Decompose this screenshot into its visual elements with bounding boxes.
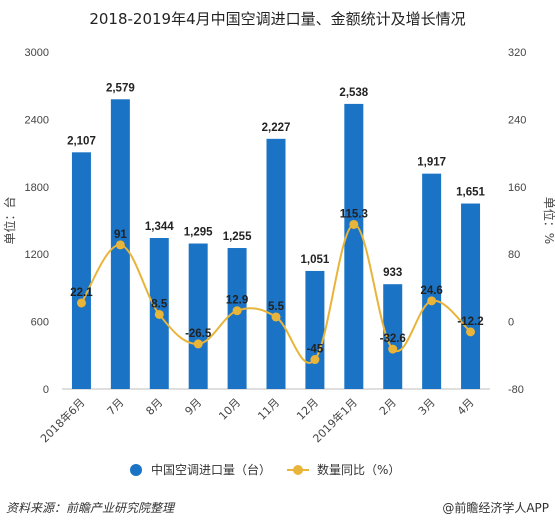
line-value-label: -32.6 bbox=[380, 333, 406, 345]
bar bbox=[344, 103, 364, 389]
y-left-tick-label: 1200 bbox=[25, 249, 49, 261]
x-tick-label: 12月 bbox=[294, 396, 321, 423]
legend-bar-label: 中国空调进口量（台） bbox=[151, 462, 271, 477]
bar-value-label: 1,051 bbox=[301, 254, 330, 266]
source-note: 资料来源：前瞻产业研究院整理 bbox=[6, 501, 175, 515]
x-tick-label: 9月 bbox=[182, 396, 204, 418]
y-right-tick-label: 0 bbox=[508, 317, 514, 329]
bar-value-label: 2,227 bbox=[262, 122, 291, 134]
line-point bbox=[427, 296, 437, 306]
x-tick-label: 11月 bbox=[255, 396, 282, 423]
y-left-tick-label: 2400 bbox=[25, 114, 49, 126]
line-value-label: -12.2 bbox=[457, 316, 483, 328]
y-right-axis-title: 单位：% bbox=[542, 197, 555, 244]
line-point bbox=[154, 309, 164, 319]
bar-value-label: 1,295 bbox=[184, 227, 213, 239]
legend-line-label: 数量同比（%） bbox=[317, 462, 400, 477]
y-right-tick-label: 240 bbox=[508, 114, 526, 126]
bar-value-label: 1,344 bbox=[145, 221, 174, 233]
bar bbox=[71, 152, 91, 389]
bar bbox=[188, 243, 208, 389]
bar bbox=[227, 248, 247, 389]
line-value-label: -45 bbox=[307, 344, 324, 356]
bar-value-label: 2,579 bbox=[106, 82, 135, 94]
bar-value-label: 1,651 bbox=[456, 187, 485, 199]
y-right-tick-label: 160 bbox=[508, 182, 526, 194]
x-tick-label: 8月 bbox=[143, 396, 165, 418]
line-point bbox=[115, 240, 125, 250]
x-tick-label: 2月 bbox=[377, 396, 399, 418]
brand-note: @前瞻经济学人APP bbox=[442, 501, 549, 515]
y-right-tick-label: 80 bbox=[508, 249, 520, 261]
x-tick-label: 10月 bbox=[216, 396, 243, 423]
x-tick-label: 3月 bbox=[416, 396, 438, 418]
legend: 中国空调进口量（台） 数量同比（%） bbox=[130, 462, 400, 477]
line-point bbox=[193, 339, 203, 349]
legend-bar-marker bbox=[130, 464, 142, 476]
bar-value-label: 2,107 bbox=[67, 135, 96, 147]
bar bbox=[305, 270, 325, 389]
line-point bbox=[76, 298, 86, 308]
line-value-label: 8.5 bbox=[151, 298, 168, 310]
legend-line-marker bbox=[293, 465, 303, 475]
y-left-tick-label: 3000 bbox=[25, 47, 49, 59]
bar bbox=[422, 173, 442, 389]
y-left-axis-title: 单位：台 bbox=[2, 196, 17, 244]
bar bbox=[266, 138, 286, 389]
data-labels: 2,107 2,579 1,344 1,295 1,255 2,227 1,051 2,538… bbox=[67, 82, 485, 355]
x-tick-label: 4月 bbox=[455, 396, 477, 418]
bar bbox=[383, 284, 403, 389]
bar bbox=[461, 203, 481, 389]
bar-value-label: 1,917 bbox=[417, 157, 446, 169]
line-point bbox=[388, 344, 398, 354]
bar-series bbox=[71, 99, 481, 390]
line-path bbox=[80, 223, 472, 364]
line-value-label: 5.5 bbox=[268, 301, 285, 313]
y-left-tick-label: 600 bbox=[31, 317, 49, 329]
line-point bbox=[349, 219, 359, 229]
y-left-tick-label: 0 bbox=[43, 384, 49, 396]
chart-title: 2018-2019年4月中国空调进口量、金额统计及增长情况 bbox=[89, 10, 466, 28]
line-value-label: 24.6 bbox=[420, 285, 442, 297]
x-tick-label: 2018年6月 bbox=[37, 395, 87, 445]
x-tick-label: 7月 bbox=[105, 396, 127, 418]
line-point bbox=[310, 355, 320, 365]
line-point bbox=[466, 327, 476, 337]
y-left-tick-label: 1800 bbox=[25, 182, 49, 194]
y-right-tick-label: 320 bbox=[508, 47, 526, 59]
line-value-label: 91 bbox=[114, 229, 127, 241]
line-series bbox=[76, 219, 476, 365]
bar-value-label: 1,255 bbox=[223, 231, 252, 243]
line-value-label: 12.9 bbox=[226, 295, 248, 307]
bar-value-label: 2,538 bbox=[339, 87, 368, 99]
line-value-label: 22.1 bbox=[70, 287, 93, 299]
bar-value-label: 933 bbox=[383, 267, 402, 279]
y-right-tick-label: -80 bbox=[508, 384, 524, 396]
line-value-label: -26.5 bbox=[185, 328, 212, 340]
line-point bbox=[271, 312, 281, 322]
line-value-label: 115.3 bbox=[340, 208, 368, 220]
line-point bbox=[232, 306, 242, 316]
